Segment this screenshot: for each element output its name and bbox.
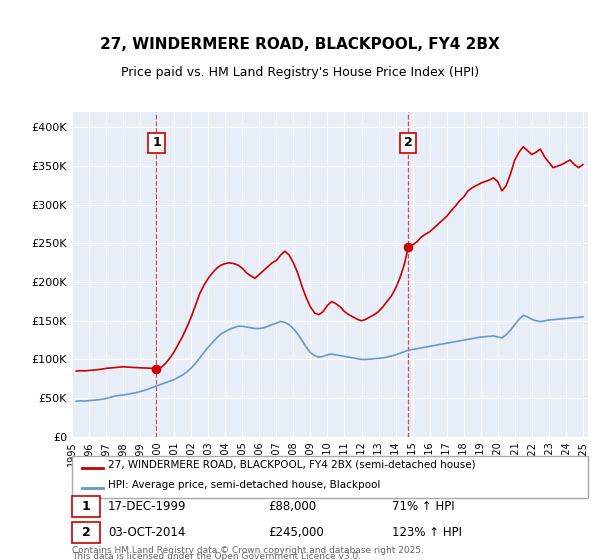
Text: 27, WINDERMERE ROAD, BLACKPOOL, FY4 2BX (semi-detached house): 27, WINDERMERE ROAD, BLACKPOOL, FY4 2BX … [108,460,476,470]
Text: 123% ↑ HPI: 123% ↑ HPI [392,526,462,539]
FancyBboxPatch shape [72,496,100,517]
Text: 27, WINDERMERE ROAD, BLACKPOOL, FY4 2BX: 27, WINDERMERE ROAD, BLACKPOOL, FY4 2BX [100,38,500,52]
Text: 2: 2 [404,137,413,150]
Text: 17-DEC-1999: 17-DEC-1999 [108,500,187,513]
Text: HPI: Average price, semi-detached house, Blackpool: HPI: Average price, semi-detached house,… [108,479,380,489]
Text: 1: 1 [152,137,161,150]
Text: Price paid vs. HM Land Registry's House Price Index (HPI): Price paid vs. HM Land Registry's House … [121,66,479,80]
FancyBboxPatch shape [72,522,100,543]
Text: 71% ↑ HPI: 71% ↑ HPI [392,500,455,513]
Text: This data is licensed under the Open Government Licence v3.0.: This data is licensed under the Open Gov… [72,552,361,560]
Text: 2: 2 [82,526,91,539]
Text: £245,000: £245,000 [268,526,324,539]
FancyBboxPatch shape [72,456,588,498]
Text: 03-OCT-2014: 03-OCT-2014 [108,526,185,539]
Text: £88,000: £88,000 [268,500,316,513]
Text: 1: 1 [82,500,91,513]
Text: Contains HM Land Registry data © Crown copyright and database right 2025.: Contains HM Land Registry data © Crown c… [72,547,424,556]
